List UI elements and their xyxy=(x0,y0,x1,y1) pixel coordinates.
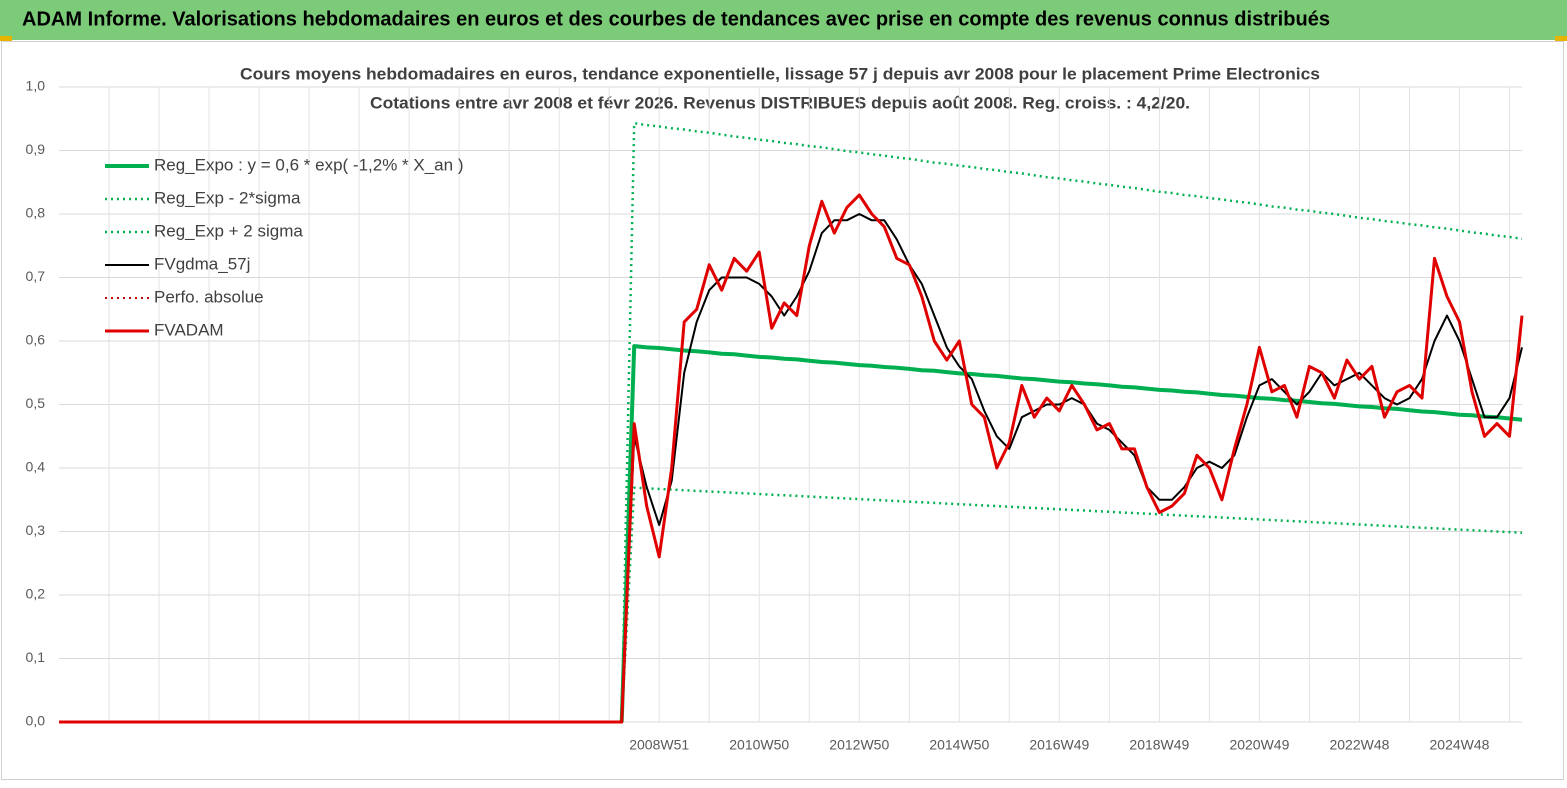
legend-label: Reg_Exp + 2 sigma xyxy=(154,221,303,240)
x-tick-label: 2024W48 xyxy=(1430,737,1490,753)
legend-label: Reg_Exp - 2*sigma xyxy=(154,188,301,207)
legend-label: FVADAM xyxy=(154,320,224,339)
y-tick-label: 0,2 xyxy=(26,586,46,602)
y-tick-label: 0,7 xyxy=(26,268,46,284)
chart-subtitle: Cotations entre avr 2008 et févr 2026. R… xyxy=(370,93,1190,112)
header-bar xyxy=(0,0,1567,40)
x-tick-label: 2014W50 xyxy=(929,737,989,753)
x-tick-label: 2018W49 xyxy=(1129,737,1189,753)
grid: 0,0 0,1 0,2 0,3 0,4 0,5 0,6 0,7 0,8 0,9 1,0 2008W51… xyxy=(26,78,1522,753)
y-tick-label: 0,1 xyxy=(26,649,46,665)
corner-mark xyxy=(0,36,12,41)
header-title: ADAM Informe. Valorisations hebdomadaire… xyxy=(22,8,1330,30)
plot xyxy=(59,121,1524,724)
legend-label: Perfo. absolue xyxy=(154,287,264,306)
y-tick-label: 0,8 xyxy=(26,205,46,221)
y-tick-label: 0,0 xyxy=(26,713,46,729)
chart-frame xyxy=(1,41,1564,780)
y-tick-label: 1,0 xyxy=(26,78,46,94)
x-tick-label: 2008W51 xyxy=(629,737,689,753)
series-line xyxy=(619,344,1523,723)
legend-label: Reg_Expo : y = 0,6 * exp( -1,2% * X_an ) xyxy=(154,155,463,174)
x-tick-label: 2010W50 xyxy=(729,737,789,753)
series-line xyxy=(59,193,1524,724)
x-tick-label: 2020W49 xyxy=(1229,737,1289,753)
y-tick-label: 0,4 xyxy=(26,459,46,475)
chart-title: Cours moyens hebdomadaires en euros, ten… xyxy=(240,64,1320,83)
legend-label: FVgdma_57j xyxy=(154,254,250,273)
corner-mark xyxy=(1555,36,1567,41)
x-tick-label: 2022W48 xyxy=(1329,737,1389,753)
y-tick-label: 0,5 xyxy=(26,395,46,411)
series-line xyxy=(620,486,1523,723)
y-tick-label: 0,6 xyxy=(26,332,46,348)
legend: Reg_Expo : y = 0,6 * exp( -1,2% * X_an )… xyxy=(105,155,463,339)
x-tick-label: 2012W50 xyxy=(829,737,889,753)
x-tick-label: 2016W49 xyxy=(1029,737,1089,753)
y-tick-label: 0,9 xyxy=(26,141,46,157)
y-tick-label: 0,3 xyxy=(26,522,46,538)
